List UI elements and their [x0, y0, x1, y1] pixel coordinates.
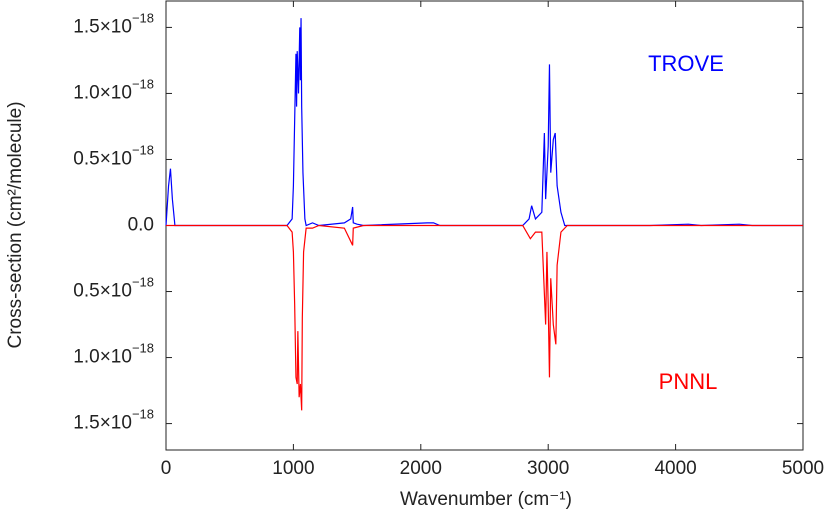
x-tick-label: 2000	[400, 458, 442, 479]
spectrum-line	[165, 18, 803, 227]
annotation: TROVE	[648, 51, 724, 76]
spectrum-line	[166, 224, 803, 411]
x-tick-label: 5000	[782, 458, 824, 479]
x-tick-label: 4000	[654, 458, 696, 479]
annotation: PNNL	[659, 369, 718, 394]
y-tick-label: 0.5×10−18	[73, 143, 154, 170]
y-tick-label: 1.0×10−18	[73, 77, 154, 104]
x-tick-label: 1000	[272, 458, 314, 479]
x-tick-label: 3000	[527, 458, 569, 479]
y-tick-label: 0.0	[128, 215, 154, 236]
y-tick-label: 1.5×10−18	[73, 11, 154, 38]
y-tick-label: 1.5×10−18	[73, 407, 154, 434]
y-axis-label: Cross-section (cm²/molecule)	[5, 101, 26, 348]
y-tick-label: 0.5×10−18	[73, 275, 154, 302]
y-tick-label: 1.0×10−18	[73, 341, 154, 368]
x-tick-label: 0	[161, 458, 172, 479]
x-axis-label: Wavenumber (cm⁻¹)	[400, 489, 572, 510]
